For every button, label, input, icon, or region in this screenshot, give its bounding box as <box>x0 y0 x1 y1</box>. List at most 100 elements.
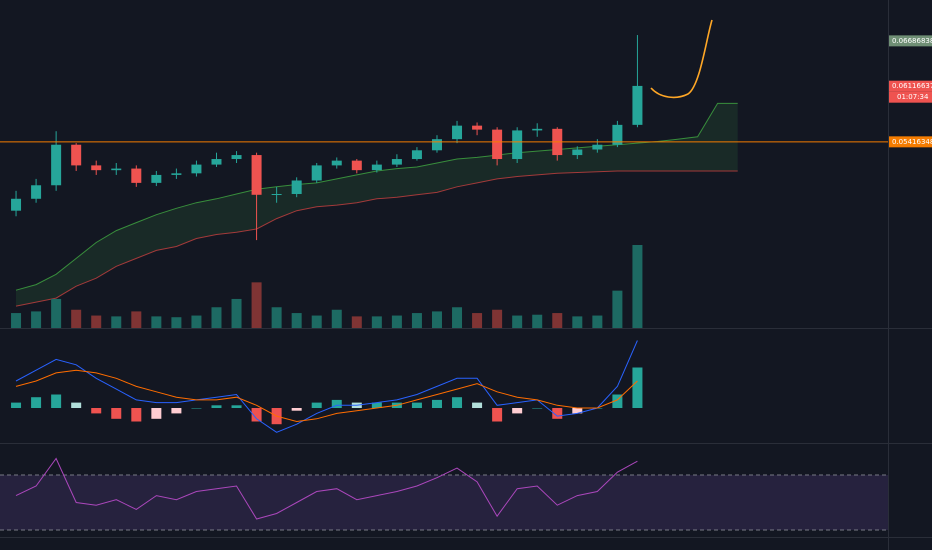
macd-histogram-bar <box>211 405 222 409</box>
volume-bar <box>191 315 202 328</box>
macd-histogram-bar <box>552 408 563 419</box>
macd-histogram-bar <box>251 408 262 422</box>
macd-histogram-bar <box>291 408 302 411</box>
macd-histogram-bar <box>331 399 342 409</box>
volume-bar <box>492 309 503 328</box>
candle-body <box>512 130 523 160</box>
volume-bar <box>11 313 22 328</box>
candle-body <box>632 85 643 125</box>
volume-bar <box>572 316 583 328</box>
volume-bar <box>71 309 82 328</box>
candle-body <box>151 174 162 183</box>
volume-bar <box>612 290 623 328</box>
candle-body <box>472 125 483 130</box>
volume-bar <box>552 313 563 328</box>
candle-body <box>171 173 182 175</box>
candle-body <box>51 144 62 186</box>
candle-body <box>592 144 603 150</box>
macd-histogram-bar <box>431 399 442 409</box>
candle-body <box>311 165 322 181</box>
candle-body <box>31 185 42 199</box>
candle-body <box>431 139 442 151</box>
macd-line <box>15 340 638 433</box>
macd-histogram-bar <box>472 402 483 409</box>
macd-histogram-bar <box>71 402 82 409</box>
countdown-box <box>889 91 932 103</box>
macd-histogram-bar <box>191 408 202 409</box>
candle-body <box>612 124 623 145</box>
macd-histogram-bar <box>612 394 623 409</box>
candle-body <box>111 168 122 171</box>
price-label-box <box>889 80 932 92</box>
volume-bar <box>452 307 463 328</box>
macd-histogram-bar <box>632 367 643 409</box>
volume-bar <box>211 307 222 328</box>
volume-bar <box>391 315 402 328</box>
volume-bar <box>371 316 382 328</box>
candle-body <box>411 150 422 160</box>
price-label: 0.06116637 <box>892 82 932 90</box>
macd-histogram-bar <box>532 408 543 409</box>
candle-body <box>71 144 82 166</box>
price-label: 0.06686838 <box>892 37 932 45</box>
macd-histogram-bar <box>572 408 583 414</box>
candle-body <box>371 164 382 171</box>
candle-body <box>331 160 342 166</box>
volume-bar <box>632 245 643 328</box>
candle-body <box>91 165 102 171</box>
volume-bar <box>411 313 422 328</box>
rsi-line <box>15 457 638 520</box>
candle-body <box>391 159 402 165</box>
volume-bar <box>331 309 342 328</box>
volume-bar <box>311 315 322 328</box>
price-label: 0.05416348 <box>892 138 932 146</box>
plot <box>0 35 888 531</box>
volume-bar <box>472 313 483 328</box>
candle-body <box>271 194 282 196</box>
macd-histogram-bar <box>512 408 523 414</box>
cloud-span-b <box>15 170 738 307</box>
volume-bar <box>532 314 543 328</box>
candle-body <box>492 129 503 160</box>
macd-histogram-bar <box>492 408 503 422</box>
candle-body <box>11 198 22 211</box>
macd-histogram-bar <box>51 394 62 409</box>
rsi-band <box>0 474 888 530</box>
volume-bar <box>51 298 62 328</box>
macd-histogram-bar <box>31 397 42 409</box>
macd-histogram-bar <box>371 402 382 409</box>
macd-histogram-bar <box>452 397 463 409</box>
macd-histogram-bar <box>171 408 182 414</box>
signal-line <box>15 369 638 423</box>
volume-bar <box>351 316 362 328</box>
volume-bar <box>271 307 282 328</box>
candle-body <box>211 159 222 165</box>
countdown: 01:07:34 <box>897 93 929 101</box>
volume-bar <box>151 316 162 328</box>
price-label-box <box>889 35 932 47</box>
axes: 0.06686838 0.06116637 01:07:34 0.05416348 <box>889 35 932 148</box>
volume-bar <box>131 311 142 328</box>
macd-histogram-bar <box>11 402 22 409</box>
candle-body <box>452 125 463 140</box>
price-label-box <box>889 136 932 148</box>
candle-body <box>572 149 583 156</box>
volume-bar <box>91 315 102 328</box>
volume-bar <box>291 313 302 328</box>
volume-bar <box>512 315 523 328</box>
macd-histogram-bar <box>131 408 142 422</box>
drawing <box>650 19 713 99</box>
macd-histogram-bar <box>411 402 422 409</box>
macd-histogram-bar <box>311 402 322 409</box>
candle-body <box>351 160 362 171</box>
volume-bar <box>431 311 442 328</box>
candle-body <box>191 164 202 174</box>
volume-bar <box>31 311 42 328</box>
candle-body <box>291 180 302 195</box>
candle-body <box>231 155 242 160</box>
volume-bar <box>231 298 242 328</box>
volume-bar <box>251 282 262 328</box>
macd-histogram-bar <box>231 405 242 409</box>
